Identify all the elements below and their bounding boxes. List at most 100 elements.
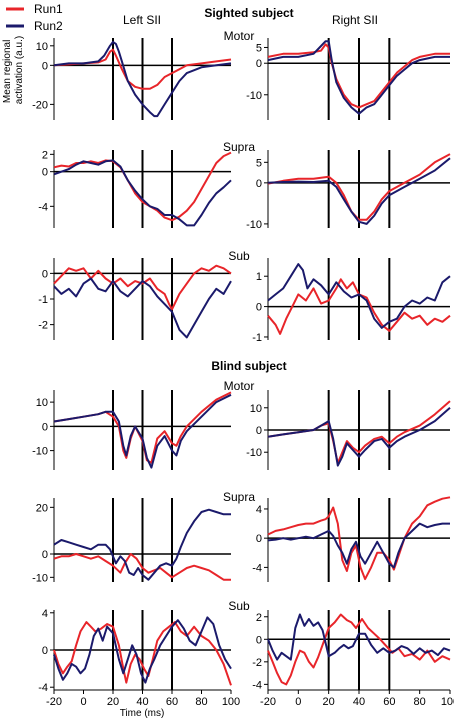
- y-tick-label: 0: [256, 178, 262, 190]
- series-line-run1: [267, 613, 451, 686]
- series-line-run2: [53, 277, 232, 339]
- y-tick-label: -10: [246, 90, 262, 102]
- x-tick-label: 20: [323, 696, 335, 708]
- series-line-run1: [53, 48, 232, 90]
- y-tick-label: 0: [42, 549, 48, 561]
- x-tick-label: 60: [166, 696, 178, 708]
- series-line-run2: [267, 40, 450, 115]
- y-tick-label: -4: [38, 682, 48, 694]
- y-tick-label: 0: [256, 425, 262, 437]
- y-tick-label: 0: [256, 634, 262, 646]
- series-line-run1: [267, 43, 450, 109]
- x-tick-label: -20: [260, 696, 276, 708]
- series-line-run2: [267, 263, 451, 329]
- row-label: Motor: [224, 379, 255, 393]
- x-tick-label: 100: [222, 696, 240, 708]
- y-tick-label: 0: [42, 167, 48, 179]
- series-line-run1: [53, 553, 231, 581]
- y-axis-label-line-1: Mean regional: [2, 40, 13, 103]
- y-tick-label: 2: [256, 612, 262, 624]
- row-label: Supra: [223, 490, 255, 504]
- y-tick-label: -2: [38, 320, 48, 332]
- x-axis-label: Time (ms): [120, 708, 165, 719]
- x-tick-label: 80: [414, 696, 426, 708]
- y-tick-label: 5: [256, 42, 262, 54]
- x-tick-label: 80: [195, 696, 207, 708]
- y-tick-label: 10: [36, 397, 48, 409]
- series-line-run2: [53, 508, 231, 581]
- y-tick-label: 0: [256, 533, 262, 545]
- chart-panel-5: Sub 0 -1 -2: [38, 249, 250, 340]
- series-line-run2: [267, 407, 451, 467]
- column-header-right: Right SII: [332, 13, 378, 27]
- series-line-run2: [53, 616, 232, 684]
- chart-panel-4: 5 0 -10: [246, 150, 451, 231]
- x-tick-label: 40: [136, 696, 148, 708]
- y-tick-label: 0: [42, 421, 48, 433]
- chart-panel-6: 1 0 -1: [252, 258, 451, 344]
- x-tick-label: 60: [383, 696, 395, 708]
- y-axis-label: Mean regional activation (a.u.): [2, 36, 25, 104]
- chart-panel-2: 5 0 -10: [246, 38, 450, 120]
- chart-panel-8: 10 0 -10: [246, 390, 451, 470]
- chart-panel-1: Motor 10 0 -20: [32, 29, 254, 120]
- y-tick-label: -10: [246, 447, 262, 459]
- series-line-run1: [53, 621, 232, 686]
- series-line-run1: [267, 153, 451, 221]
- y-axis-label-line-2: activation (a.u.): [14, 36, 25, 104]
- y-tick-label: -4: [252, 562, 262, 574]
- series-line-run2: [53, 159, 232, 227]
- x-tick-label: -20: [46, 696, 62, 708]
- series-line-run1: [53, 151, 232, 222]
- series-line-run2: [267, 613, 451, 661]
- legend: Run1 Run2: [6, 2, 63, 33]
- row-label: Supra: [223, 140, 255, 154]
- y-tick-label: 10: [36, 41, 48, 53]
- x-tick-label: 0: [80, 696, 86, 708]
- chart-panel-9: Supra 20 0 -10: [32, 490, 255, 584]
- row-label: Sub: [228, 599, 250, 613]
- y-tick-label: 0: [256, 302, 262, 314]
- y-tick-label: -2: [252, 657, 262, 669]
- y-tick-label: -10: [32, 446, 48, 458]
- legend-label-run2: Run2: [34, 19, 63, 33]
- chart-panel-10: 4 0 -4: [252, 496, 451, 582]
- y-tick-label: 0: [256, 58, 262, 70]
- series-line-run2: [267, 157, 451, 225]
- y-tick-label: 0: [42, 645, 48, 657]
- chart-panel-3: Supra 2 0 -4: [38, 140, 255, 228]
- y-tick-label: -20: [32, 99, 48, 111]
- panels: Motor100-2050-10Supra20-450-10Sub0-1-210…: [32, 29, 454, 708]
- y-tick-label: -10: [32, 572, 48, 584]
- y-tick-label: -1: [252, 332, 262, 344]
- x-tick-label: 0: [295, 696, 301, 708]
- y-tick-label: 20: [36, 502, 48, 514]
- y-tick-label: 1: [256, 271, 262, 283]
- series-line-run1: [53, 264, 232, 311]
- group-title-sighted: Sighted subject: [204, 6, 293, 20]
- y-tick-label: -4: [38, 201, 48, 213]
- y-tick-label: 4: [256, 504, 262, 516]
- group-title-blind: Blind subject: [211, 359, 286, 373]
- y-tick-label: -1: [38, 294, 48, 306]
- column-header-left: Left SII: [123, 13, 161, 27]
- y-tick-label: -10: [246, 219, 262, 231]
- y-tick-label: 10: [250, 403, 262, 415]
- y-tick-label: 0: [42, 60, 48, 72]
- series-line-run2: [53, 40, 232, 118]
- x-tick-label: 20: [107, 696, 119, 708]
- row-label: Motor: [224, 29, 255, 43]
- series-line-run2: [53, 393, 232, 469]
- series-line-run2: [267, 522, 450, 569]
- y-tick-label: 0: [42, 268, 48, 280]
- y-tick-label: 4: [42, 608, 48, 620]
- y-tick-label: -4: [252, 679, 262, 691]
- series-line-run1: [267, 278, 451, 335]
- y-tick-label: 2: [42, 149, 48, 161]
- x-tick-label: 100: [441, 696, 454, 708]
- chart-panel-7: Motor 10 0 -10: [32, 379, 254, 470]
- series-line-run1: [267, 496, 451, 581]
